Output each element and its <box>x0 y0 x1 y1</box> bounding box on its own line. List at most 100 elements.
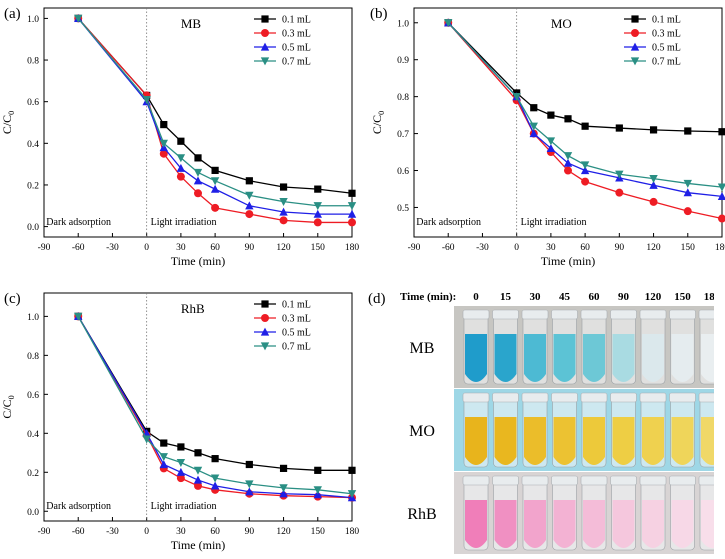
x-tick-label: -90 <box>38 243 51 253</box>
data-point <box>649 180 658 189</box>
vial-cap <box>669 309 696 320</box>
vial-solution <box>553 417 576 465</box>
data-point <box>649 175 658 184</box>
legend-entry: 0.3 mL <box>282 29 311 40</box>
data-point <box>194 481 202 490</box>
photo-row-label: RhB <box>407 506 436 523</box>
y-tick-label: 1.0 <box>27 15 39 25</box>
vial-solution <box>671 500 694 548</box>
y-tick-label: 0.6 <box>27 391 39 401</box>
vial-solution <box>671 334 694 382</box>
vial-solution <box>642 500 664 548</box>
data-point <box>193 475 203 484</box>
photo-row-label-bg <box>392 472 454 554</box>
legend-entry: 0.5 mL <box>282 43 311 54</box>
annotation-light-irradiation: Light irradiation <box>151 217 217 228</box>
vial-solution <box>642 417 664 465</box>
data-point <box>564 115 572 123</box>
legend-entry: 0.1 mL <box>282 15 311 26</box>
vial-cap <box>492 309 519 320</box>
data-point <box>74 312 83 321</box>
data-point <box>177 443 185 451</box>
data-point <box>580 166 590 175</box>
photo-time-header: Time (min): <box>400 291 456 303</box>
legend-entry: 0.3 mL <box>282 314 311 325</box>
data-point <box>177 137 185 145</box>
x-axis-label: Time (min) <box>171 538 226 552</box>
chart-title: MO <box>551 16 572 31</box>
data-point <box>159 139 168 148</box>
data-point <box>512 93 521 102</box>
data-point <box>142 435 151 444</box>
data-point <box>211 203 220 212</box>
data-point <box>615 170 624 179</box>
x-tick-label: 150 <box>681 243 696 253</box>
panel-label-d: (d) <box>368 291 386 307</box>
plot-frame <box>413 7 723 238</box>
vial-cap <box>492 392 519 403</box>
vial-cap <box>610 392 637 403</box>
vial-photo: Time (min): 0 15 30 45 60 90 120 150 180 MB MO RhB <box>392 291 725 554</box>
data-point <box>683 207 692 216</box>
legend-marker <box>261 15 269 23</box>
data-point <box>176 154 186 163</box>
vial-cap <box>639 392 667 403</box>
series-line <box>77 17 352 215</box>
x-tick-label: 90 <box>245 243 255 253</box>
data-point <box>347 202 357 211</box>
photo-row-label: MB <box>410 340 435 357</box>
vial-solution <box>583 417 605 465</box>
data-point <box>245 480 254 489</box>
vial-cap <box>698 392 725 403</box>
vial-solution <box>553 500 576 548</box>
chart-title: RhB <box>181 301 205 316</box>
data-point <box>176 172 185 181</box>
x-tick-label: 60 <box>210 527 220 537</box>
legend-marker <box>260 57 270 66</box>
data-point <box>245 201 254 210</box>
legend-entry: 0.1 mL <box>282 300 311 311</box>
y-tick-label: 0.0 <box>27 508 39 518</box>
data-point <box>142 96 151 104</box>
series-line <box>77 17 352 207</box>
data-point <box>211 166 219 174</box>
data-point <box>210 177 220 186</box>
vial-solution <box>612 500 635 548</box>
data-point <box>684 127 692 135</box>
legend-marker <box>260 342 270 351</box>
x-tick-label: -60 <box>72 243 85 253</box>
y-axis-label: C/C0 <box>0 395 16 418</box>
legend-entry: 0.5 mL <box>282 328 311 339</box>
x-tick-label: 180 <box>345 527 360 537</box>
chart-title: MB <box>181 16 202 31</box>
series-line <box>77 17 353 194</box>
photo-row-label-bg <box>392 306 454 388</box>
series-line <box>447 22 723 188</box>
vial-solution <box>465 500 487 548</box>
y-tick-label: 1.0 <box>397 19 409 29</box>
vial-cap <box>669 392 696 403</box>
x-tick-label: 120 <box>276 527 291 537</box>
y-tick-label: 0.5 <box>397 204 409 214</box>
legend-entry: 0.7 mL <box>282 342 311 353</box>
data-point <box>683 188 692 197</box>
x-tick-label: 120 <box>276 243 291 253</box>
annotation-dark-adsorption: Dark adsorption <box>46 501 111 512</box>
data-point <box>348 466 356 474</box>
vial-cap <box>462 309 490 320</box>
vial-solution <box>701 500 723 548</box>
x-tick-label: 0 <box>144 243 149 253</box>
x-tick-label: -30 <box>106 527 119 537</box>
vial-cap <box>580 475 608 486</box>
plot-frame <box>43 292 353 522</box>
photo-rows: MB MO RhB <box>392 306 725 554</box>
vial-cap <box>698 309 725 320</box>
x-tick-label: -90 <box>408 243 421 253</box>
legend-marker <box>260 327 270 336</box>
data-point <box>210 481 220 490</box>
data-point <box>193 176 203 185</box>
legend-entry: 0.7 mL <box>282 57 311 68</box>
x-tick-label: 90 <box>615 243 625 253</box>
data-point <box>563 152 573 161</box>
vial-solution <box>583 334 605 382</box>
